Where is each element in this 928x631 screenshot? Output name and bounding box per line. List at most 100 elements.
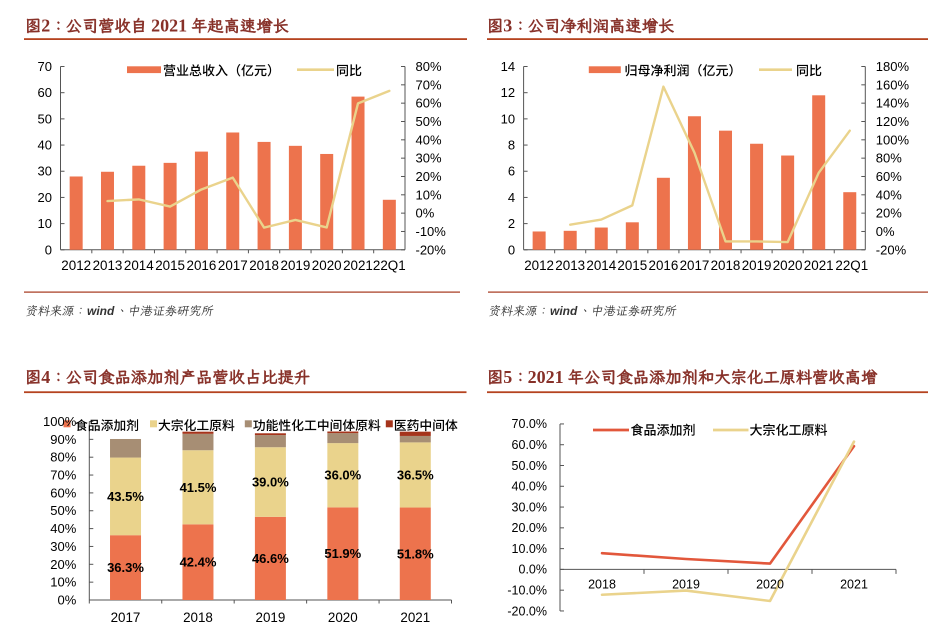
svg-text:2018: 2018 <box>249 258 279 273</box>
svg-text:40%: 40% <box>416 132 442 147</box>
svg-text:30: 30 <box>38 164 52 179</box>
svg-text:20.0%: 20.0% <box>512 521 547 535</box>
svg-text:2017: 2017 <box>218 258 248 273</box>
svg-text:2016: 2016 <box>649 258 679 273</box>
svg-text:2017: 2017 <box>680 258 710 273</box>
svg-text:50.0%: 50.0% <box>512 459 547 473</box>
svg-text:2: 2 <box>508 216 515 231</box>
svg-text:5: 5 <box>503 367 512 387</box>
svg-text:22Q1: 22Q1 <box>373 258 406 273</box>
svg-text:39.0%: 39.0% <box>252 475 289 490</box>
svg-text:2014: 2014 <box>586 258 616 273</box>
svg-text:2015: 2015 <box>617 258 647 273</box>
svg-text:140%: 140% <box>876 96 910 111</box>
svg-text:60: 60 <box>38 85 52 100</box>
svg-text:51.8%: 51.8% <box>397 546 434 561</box>
svg-text:70: 70 <box>38 59 52 74</box>
svg-text:41.5%: 41.5% <box>180 480 217 495</box>
svg-text:100%: 100% <box>43 414 77 429</box>
svg-text:2019: 2019 <box>281 258 311 273</box>
svg-text:14: 14 <box>501 59 515 74</box>
svg-text:10: 10 <box>501 111 515 126</box>
svg-text:8: 8 <box>508 138 515 153</box>
svg-text:0%: 0% <box>876 224 895 239</box>
svg-text:160%: 160% <box>876 77 910 92</box>
svg-text:50: 50 <box>38 111 52 126</box>
svg-text:-10.0%: -10.0% <box>507 584 547 598</box>
svg-text:10: 10 <box>38 216 52 231</box>
svg-text:70%: 70% <box>416 77 442 92</box>
svg-text:0.0%: 0.0% <box>519 563 548 577</box>
svg-text:20%: 20% <box>876 206 902 221</box>
svg-text:2021: 2021 <box>840 578 868 592</box>
svg-text:2020: 2020 <box>773 258 803 273</box>
svg-text:40%: 40% <box>50 521 76 536</box>
svg-text:2012: 2012 <box>61 258 91 273</box>
svg-text:0%: 0% <box>58 593 77 608</box>
svg-text:2018: 2018 <box>588 578 616 592</box>
svg-text:40: 40 <box>38 138 52 153</box>
svg-text:80%: 80% <box>416 59 442 74</box>
svg-text:2016: 2016 <box>187 258 217 273</box>
svg-text:20%: 20% <box>416 169 442 184</box>
svg-text:40%: 40% <box>876 187 902 202</box>
svg-text:3: 3 <box>503 16 512 36</box>
svg-text:43.5%: 43.5% <box>107 489 144 504</box>
svg-text:70.0%: 70.0% <box>512 417 547 431</box>
svg-text:36.0%: 36.0% <box>324 468 361 483</box>
svg-text:90%: 90% <box>50 432 76 447</box>
svg-text:70%: 70% <box>50 468 76 483</box>
svg-text:10%: 10% <box>416 187 442 202</box>
svg-text:4: 4 <box>508 190 515 205</box>
svg-text:120%: 120% <box>876 114 910 129</box>
svg-text:50%: 50% <box>50 503 76 518</box>
svg-text:2017: 2017 <box>111 610 141 625</box>
svg-text:6: 6 <box>508 164 515 179</box>
svg-text:20%: 20% <box>50 557 76 572</box>
svg-text:2018: 2018 <box>183 610 213 625</box>
svg-text:60%: 60% <box>876 169 902 184</box>
svg-text:2021: 2021 <box>804 258 834 273</box>
svg-text:30.0%: 30.0% <box>512 500 547 514</box>
svg-text:50%: 50% <box>416 114 442 129</box>
svg-text:2013: 2013 <box>93 258 123 273</box>
svg-text:30%: 30% <box>50 539 76 554</box>
svg-text:20: 20 <box>38 190 52 205</box>
svg-text:2020: 2020 <box>756 578 784 592</box>
svg-text:2021: 2021 <box>528 367 564 387</box>
svg-text:60%: 60% <box>416 96 442 111</box>
svg-text:42.4%: 42.4% <box>180 555 217 570</box>
svg-text:2013: 2013 <box>555 258 585 273</box>
svg-text:2018: 2018 <box>711 258 741 273</box>
svg-text:180%: 180% <box>876 59 910 74</box>
svg-text:0: 0 <box>508 242 515 257</box>
svg-text:12: 12 <box>501 85 515 100</box>
svg-text:0: 0 <box>45 242 52 257</box>
svg-text:2012: 2012 <box>524 258 554 273</box>
svg-text:22Q1: 22Q1 <box>835 258 868 273</box>
svg-text:-20%: -20% <box>416 242 447 257</box>
svg-text:2014: 2014 <box>124 258 154 273</box>
svg-text:51.9%: 51.9% <box>324 546 361 561</box>
svg-text:-10%: -10% <box>416 224 447 239</box>
svg-text:0%: 0% <box>416 206 435 221</box>
svg-text:2020: 2020 <box>312 258 342 273</box>
svg-text:2019: 2019 <box>672 578 700 592</box>
svg-text:2021: 2021 <box>343 258 373 273</box>
svg-text:2021: 2021 <box>400 610 430 625</box>
svg-text:2: 2 <box>41 16 50 36</box>
svg-text:2019: 2019 <box>742 258 772 273</box>
svg-text:4: 4 <box>41 367 50 387</box>
svg-text:2020: 2020 <box>328 610 358 625</box>
svg-text:46.6%: 46.6% <box>252 551 289 566</box>
svg-text:-20.0%: -20.0% <box>507 604 547 618</box>
svg-text:100%: 100% <box>876 132 910 147</box>
svg-text:80%: 80% <box>876 151 902 166</box>
svg-text:80%: 80% <box>50 450 76 465</box>
svg-text:30%: 30% <box>416 151 442 166</box>
svg-text:40.0%: 40.0% <box>512 480 547 494</box>
svg-text:60%: 60% <box>50 485 76 500</box>
svg-text:10%: 10% <box>50 575 76 590</box>
svg-text:2019: 2019 <box>256 610 286 625</box>
svg-text:10.0%: 10.0% <box>512 542 547 556</box>
